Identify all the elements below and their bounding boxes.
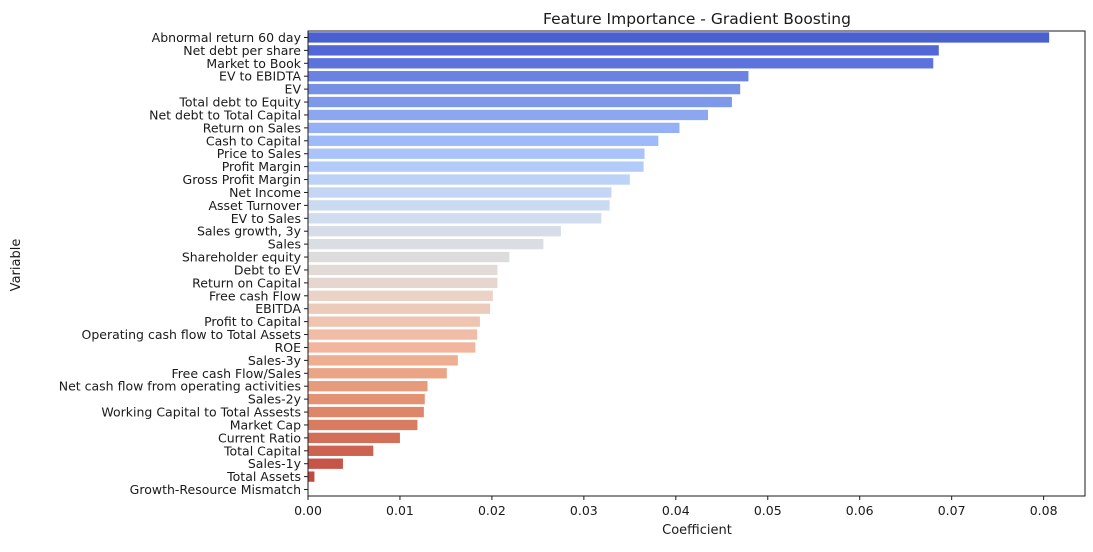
x-tick-label: 0.03 bbox=[570, 503, 598, 518]
bar bbox=[308, 200, 610, 211]
y-tick-label: Growth-Resource Mismatch bbox=[130, 482, 301, 497]
y-tick-label: Total debt to Equity bbox=[178, 95, 301, 110]
x-tick-label: 0.06 bbox=[846, 503, 874, 518]
x-tick-label: 0.04 bbox=[662, 503, 690, 518]
bar bbox=[308, 83, 741, 95]
y-tick-label: Current Ratio bbox=[218, 430, 301, 445]
y-tick-label: Profit to Capital bbox=[204, 314, 301, 329]
bar bbox=[308, 32, 1050, 43]
bar bbox=[308, 316, 480, 327]
bar bbox=[308, 393, 425, 405]
bar bbox=[308, 406, 424, 418]
bars-group bbox=[308, 32, 1050, 482]
bar bbox=[308, 161, 644, 172]
y-tick-label: Sales-1y bbox=[248, 456, 302, 471]
y-tick-label: Working Capital to Total Assests bbox=[101, 405, 301, 420]
y-tick-label: Gross Profit Margin bbox=[183, 172, 301, 187]
y-tick-label: Shareholder equity bbox=[182, 250, 302, 265]
bar bbox=[308, 122, 680, 134]
y-tick-label: Net Income bbox=[229, 185, 301, 200]
x-tick-label: 0.05 bbox=[754, 503, 782, 518]
bar bbox=[308, 471, 315, 482]
bar bbox=[308, 277, 498, 289]
y-tick-label: Net debt per share bbox=[183, 43, 301, 58]
x-tick-label: 0.02 bbox=[478, 503, 506, 518]
y-tick-label: Total Capital bbox=[223, 443, 301, 458]
x-tick-label: 0.01 bbox=[386, 503, 414, 518]
bar bbox=[308, 368, 447, 379]
x-tick-label: 0.07 bbox=[938, 503, 966, 518]
bar bbox=[308, 419, 418, 431]
y-tick-label: Market to Book bbox=[206, 56, 301, 71]
bar bbox=[308, 148, 645, 159]
y-tick-label: EBITDA bbox=[255, 301, 301, 316]
x-ticks: 0.00 0.01 0.02 0.03 0.04 0.05 0.06 0.07 0.08 bbox=[294, 496, 1058, 518]
bar bbox=[308, 355, 458, 366]
y-axis-label: Variable bbox=[9, 239, 24, 292]
y-tick-label: EV to Sales bbox=[231, 211, 301, 226]
y-tick-label: EV bbox=[285, 82, 302, 97]
y-tick-label: Total Assets bbox=[226, 469, 301, 484]
bar bbox=[308, 226, 561, 237]
bar bbox=[308, 381, 428, 392]
y-tick-label: Price to Sales bbox=[217, 146, 301, 161]
y-tick-label: ROE bbox=[275, 340, 302, 355]
y-tick-label: Sales bbox=[268, 237, 301, 252]
x-tick-label: 0.00 bbox=[294, 503, 322, 518]
y-tick-label: Debt to EV bbox=[234, 262, 302, 277]
bar bbox=[308, 58, 934, 69]
bar bbox=[308, 342, 476, 353]
bar bbox=[308, 458, 343, 469]
y-tick-label: Return on Sales bbox=[203, 120, 301, 135]
bar bbox=[308, 45, 939, 56]
bar bbox=[308, 71, 749, 82]
bar bbox=[308, 174, 630, 185]
bar bbox=[308, 96, 732, 108]
y-tick-label: Net debt to Total Capital bbox=[149, 107, 301, 122]
y-tick-label: Return on Capital bbox=[192, 275, 301, 290]
bar bbox=[308, 290, 493, 301]
bar bbox=[308, 135, 659, 146]
bar bbox=[308, 329, 478, 340]
bar bbox=[308, 187, 612, 198]
y-tick-label: Profit Margin bbox=[222, 159, 301, 174]
y-tick-label: Abnormal return 60 day bbox=[152, 30, 302, 45]
bar bbox=[308, 303, 491, 314]
bar bbox=[308, 251, 510, 263]
x-tick-label: 0.08 bbox=[1030, 503, 1058, 518]
bar bbox=[308, 238, 544, 250]
x-axis-label: Coefficient bbox=[662, 523, 732, 538]
y-tick-label: Free cash Flow/Sales bbox=[172, 366, 301, 381]
y-tick-label: Operating cash flow to Total Assets bbox=[82, 327, 302, 342]
y-tick-label: Market Cap bbox=[230, 417, 301, 432]
bar bbox=[308, 213, 602, 224]
y-tick-label: EV to EBIDTA bbox=[219, 69, 301, 84]
y-tick-label: Sales growth, 3y bbox=[197, 224, 302, 239]
y-tick-label: Sales-3y bbox=[248, 353, 302, 368]
bar bbox=[308, 445, 374, 456]
y-tick-label: Sales-2y bbox=[248, 392, 302, 407]
bar bbox=[308, 264, 498, 276]
y-tick-label: Free cash Flow bbox=[209, 288, 301, 303]
bar bbox=[308, 109, 708, 121]
bar bbox=[308, 432, 400, 444]
chart-title: Feature Importance - Gradient Boosting bbox=[543, 10, 851, 28]
plot-frame bbox=[307, 30, 1086, 497]
y-tick-label: Cash to Capital bbox=[206, 133, 301, 148]
y-tick-label: Asset Turnover bbox=[208, 198, 301, 213]
y-tick-label: Net cash flow from operating activities bbox=[59, 379, 301, 394]
